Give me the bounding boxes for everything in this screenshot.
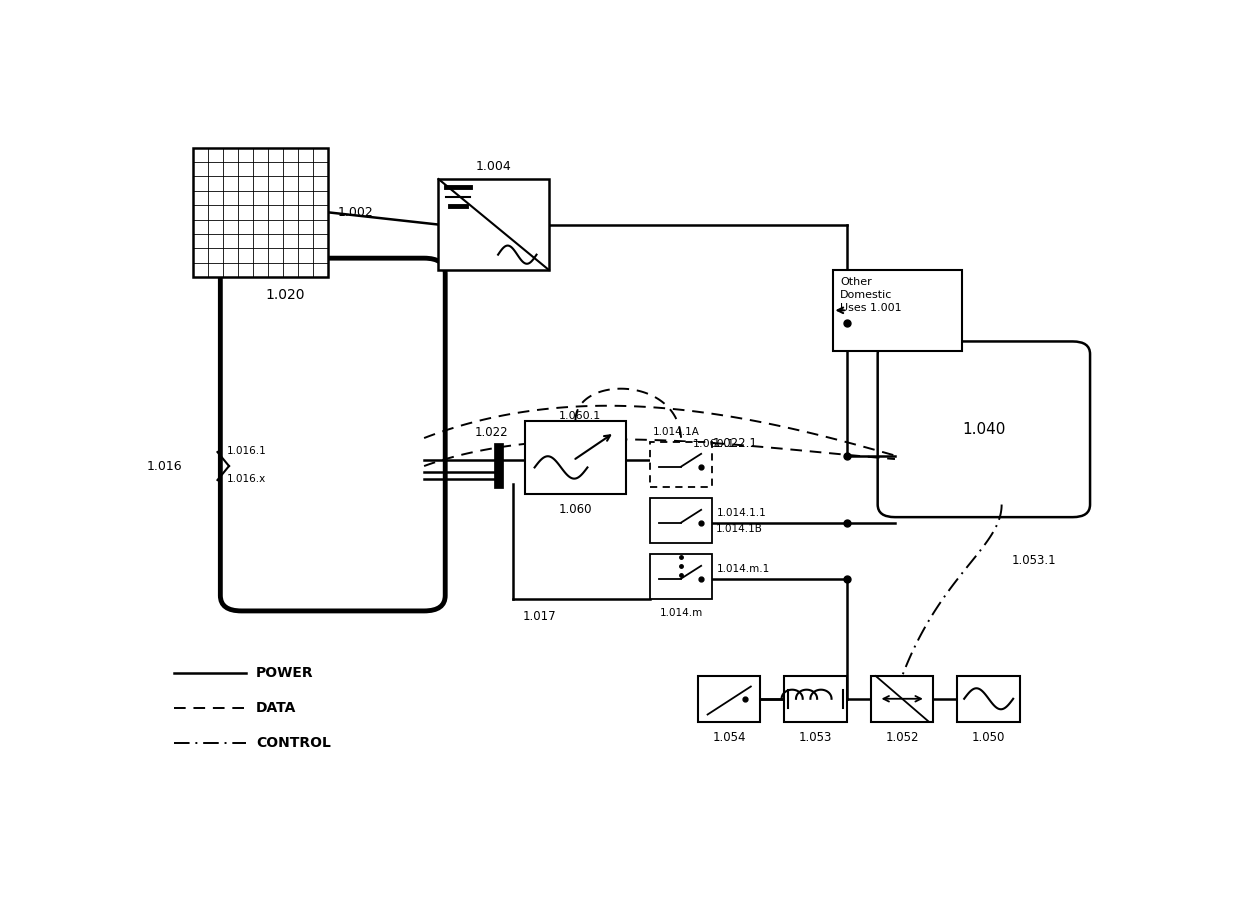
Text: 1.040: 1.040 bbox=[962, 422, 1006, 437]
Bar bbox=[957, 676, 1019, 722]
Text: 1.014.1A: 1.014.1A bbox=[652, 426, 699, 436]
Text: CONTROL: CONTROL bbox=[255, 735, 331, 750]
Text: 1.052: 1.052 bbox=[885, 731, 919, 744]
Bar bbox=[698, 676, 760, 722]
Text: 1.004: 1.004 bbox=[476, 161, 512, 174]
Text: 1.014.1B: 1.014.1B bbox=[717, 524, 763, 534]
Bar bbox=[525, 421, 626, 494]
Text: 1.053.1: 1.053.1 bbox=[1012, 554, 1056, 567]
Text: 1.014.1.1: 1.014.1.1 bbox=[717, 508, 766, 518]
Bar bbox=[870, 676, 934, 722]
Text: 1.060.1: 1.060.1 bbox=[558, 411, 601, 421]
Bar bbox=[650, 554, 712, 599]
Text: DATA: DATA bbox=[255, 701, 296, 714]
Text: 1.022: 1.022 bbox=[475, 426, 508, 439]
Bar bbox=[832, 270, 962, 351]
Text: 1.002: 1.002 bbox=[337, 205, 373, 219]
Text: 1.016.1: 1.016.1 bbox=[227, 445, 267, 455]
Text: 1.054: 1.054 bbox=[713, 731, 746, 744]
Text: POWER: POWER bbox=[255, 665, 314, 680]
Text: 1.020: 1.020 bbox=[265, 287, 305, 302]
Text: Other
Domestic
Uses 1.001: Other Domestic Uses 1.001 bbox=[841, 277, 901, 314]
Text: 1.016: 1.016 bbox=[146, 460, 182, 473]
Text: 1.014.m.1: 1.014.m.1 bbox=[717, 564, 770, 574]
Bar bbox=[193, 147, 327, 277]
FancyBboxPatch shape bbox=[878, 342, 1090, 517]
Text: 1.022.1: 1.022.1 bbox=[712, 437, 758, 450]
Text: 1.053: 1.053 bbox=[799, 731, 832, 744]
Text: 1.017: 1.017 bbox=[523, 610, 557, 623]
Text: 1.050: 1.050 bbox=[972, 731, 1006, 744]
Text: 1.060: 1.060 bbox=[559, 504, 593, 516]
Bar bbox=[650, 497, 712, 543]
Bar bbox=[439, 179, 549, 270]
Bar bbox=[650, 442, 712, 487]
Bar bbox=[785, 676, 847, 722]
FancyBboxPatch shape bbox=[221, 258, 445, 611]
Text: 1.060.1: 1.060.1 bbox=[693, 438, 735, 448]
Text: 1.014.m: 1.014.m bbox=[660, 608, 703, 618]
Text: 1.016.x: 1.016.x bbox=[227, 474, 267, 484]
